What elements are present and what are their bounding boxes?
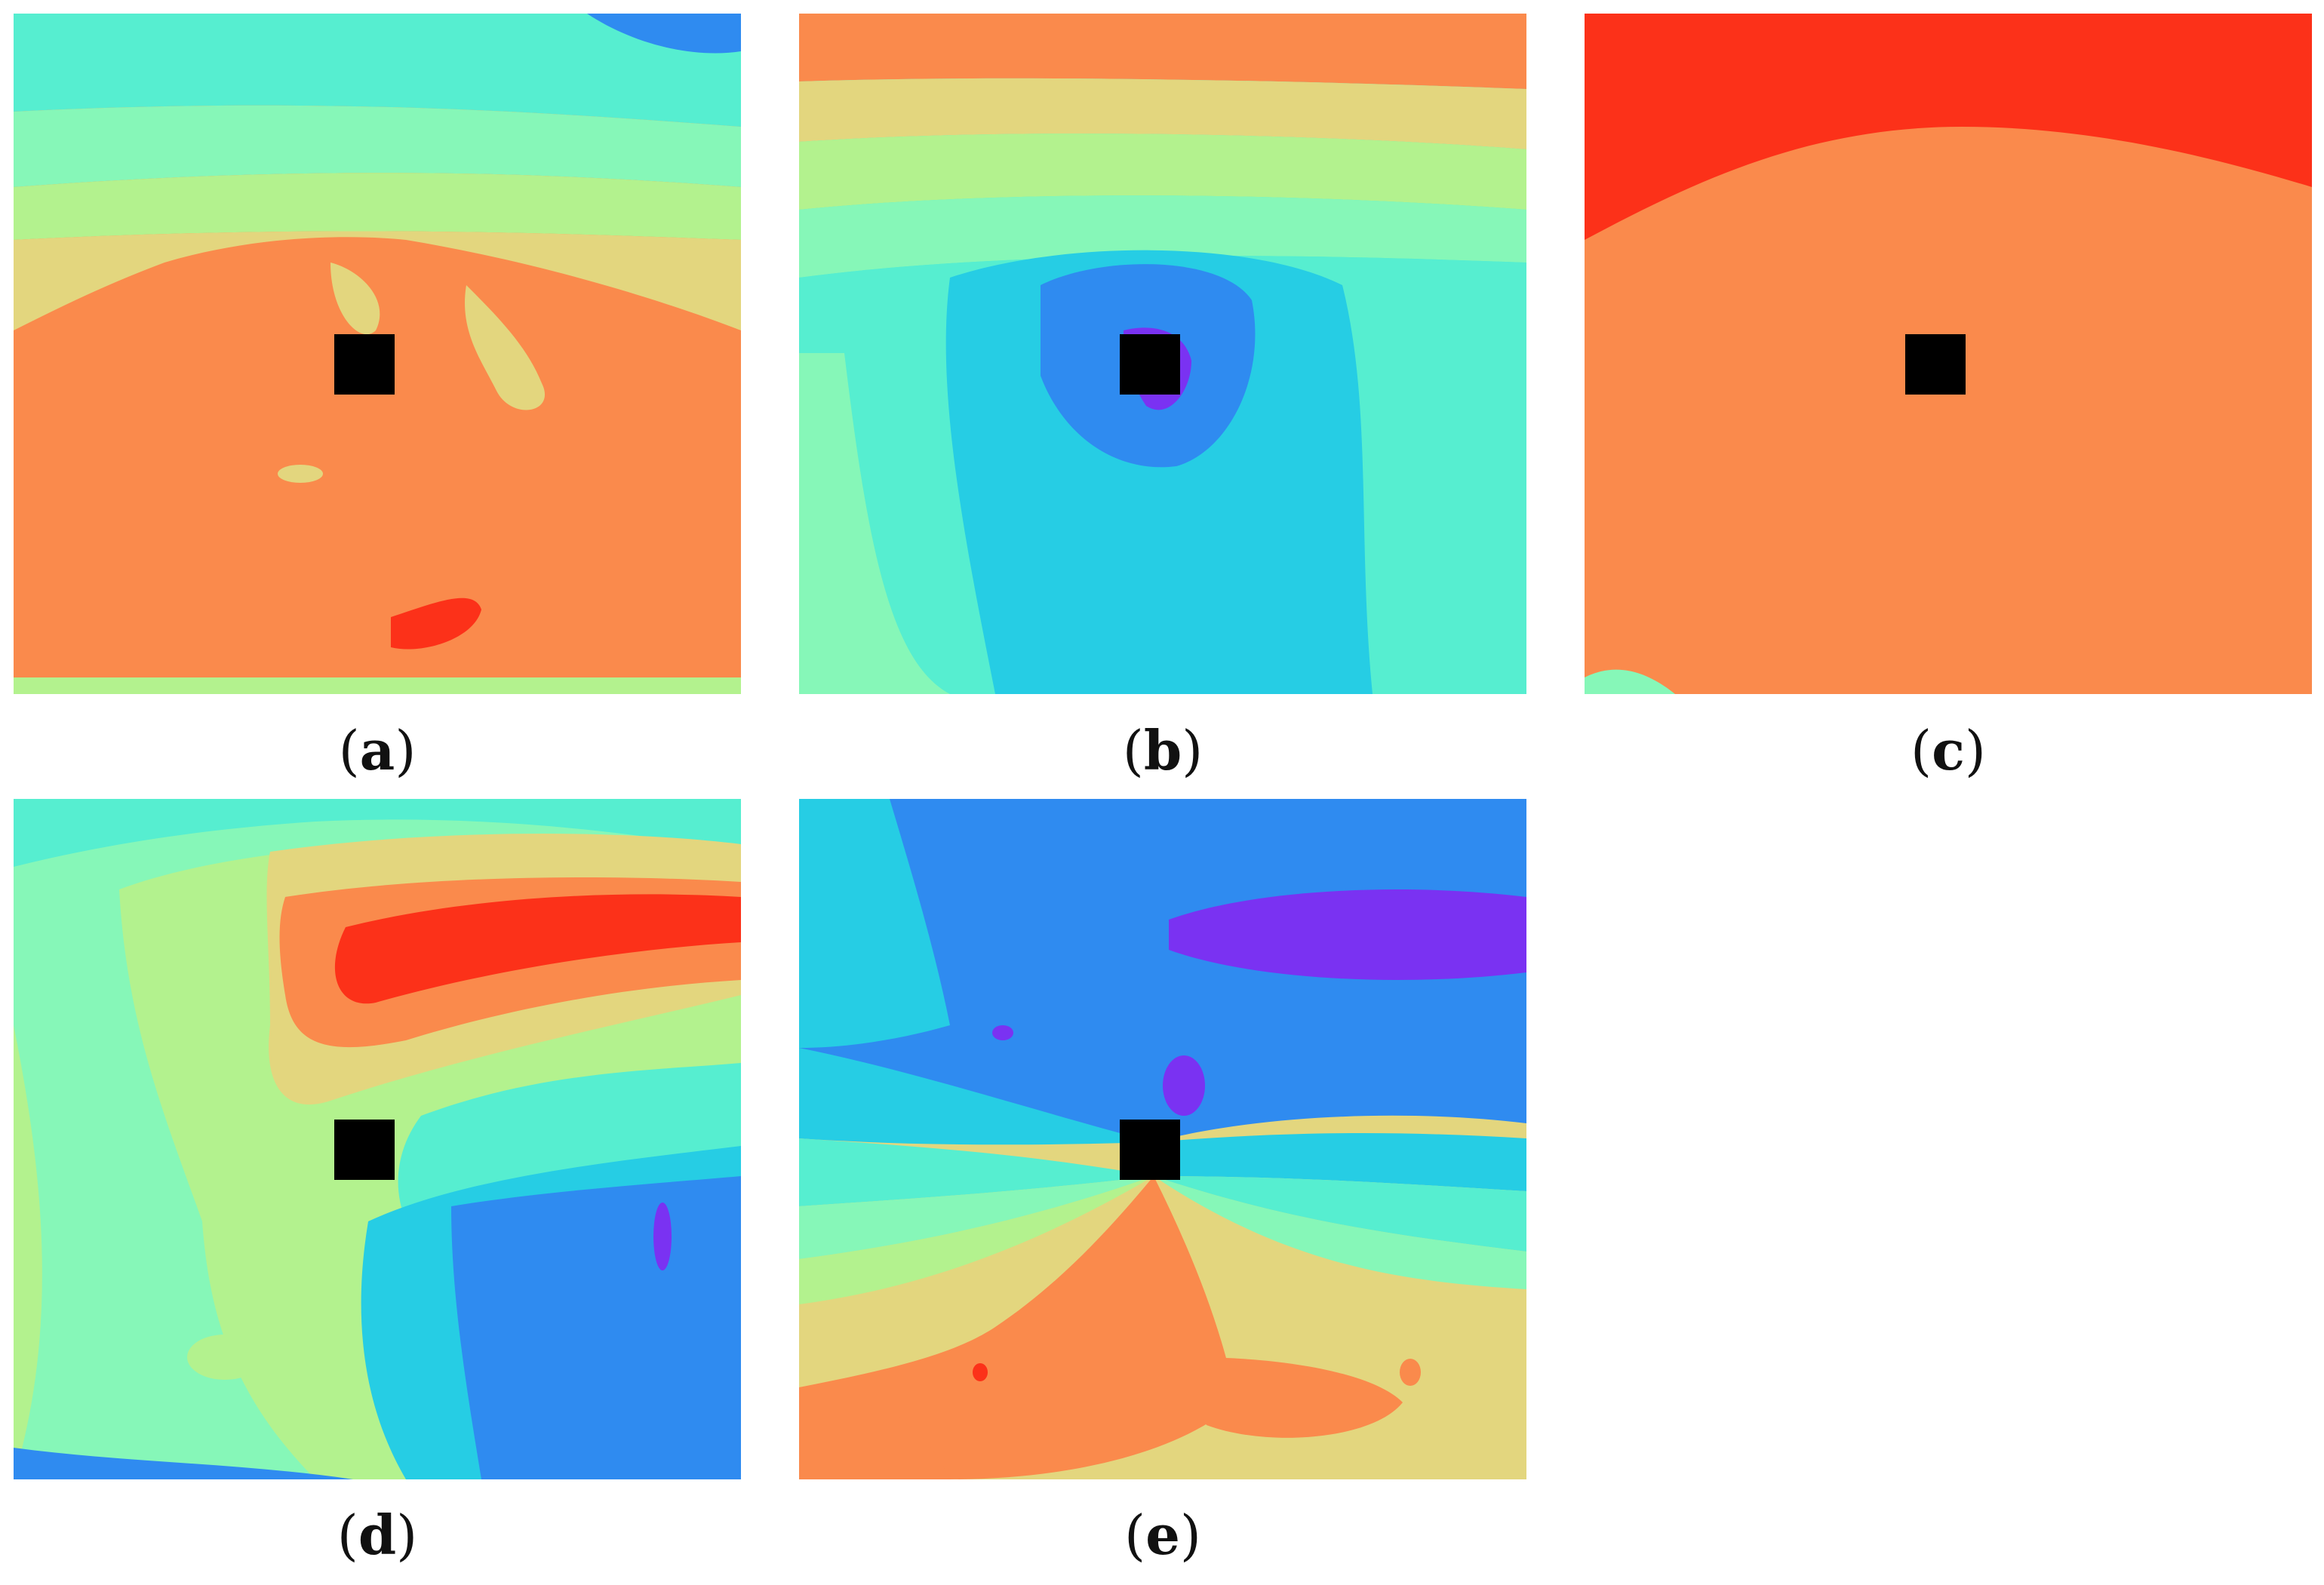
caption-b: (b): [1122, 718, 1204, 782]
marker-e: [1120, 1120, 1180, 1180]
panel-c-map: [1585, 14, 2312, 694]
caption-d: (d): [337, 1503, 418, 1567]
panel-d-map: [14, 799, 741, 1479]
marker-c: [1905, 334, 1966, 395]
panel-b-map: [799, 14, 1526, 694]
panel-a-map: [14, 14, 741, 694]
caption-c: (c): [1910, 718, 1987, 782]
panel-e-map: [799, 799, 1526, 1479]
caption-e: (e): [1124, 1503, 1201, 1567]
caption-a: (a): [338, 718, 417, 782]
marker-d: [334, 1120, 395, 1180]
marker-a: [334, 334, 395, 395]
marker-b: [1120, 334, 1180, 395]
